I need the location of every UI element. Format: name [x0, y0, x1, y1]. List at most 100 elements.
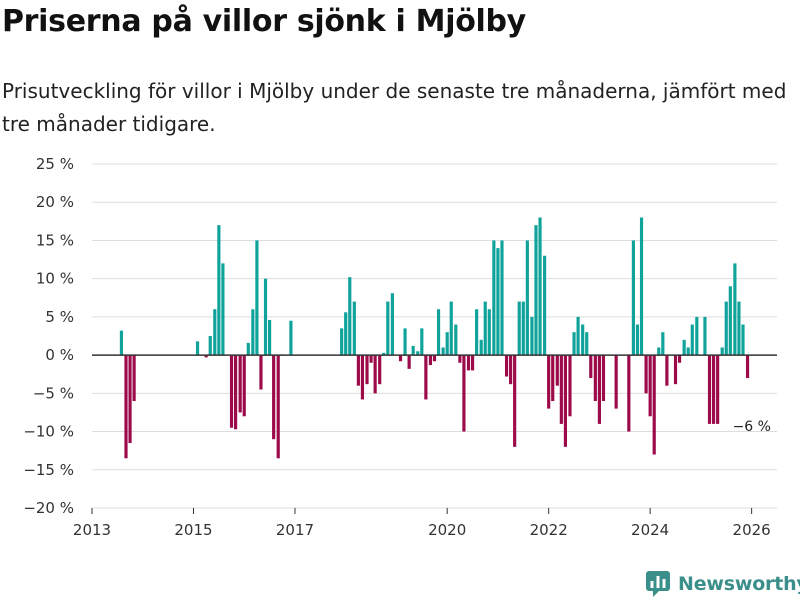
bar	[677, 355, 682, 363]
bar	[128, 355, 132, 444]
bar	[728, 286, 732, 356]
bar	[416, 351, 420, 356]
bar	[581, 324, 585, 356]
bar	[551, 355, 555, 401]
y-tick-label: −15 %	[23, 461, 74, 479]
bar	[492, 240, 496, 356]
bar	[593, 355, 597, 401]
bar	[538, 217, 542, 356]
bar	[276, 355, 280, 459]
bar	[411, 345, 415, 356]
page-subtitle: Prisutveckling för villor i Mjölby under…	[2, 79, 787, 136]
y-tick-label: −5 %	[33, 384, 74, 402]
bars	[119, 217, 750, 459]
bar	[360, 355, 365, 400]
x-tick-label: 2020	[428, 521, 466, 539]
bar	[479, 339, 483, 356]
bar	[458, 355, 462, 363]
bar	[635, 324, 640, 356]
newsworthy-logo-icon	[646, 571, 670, 597]
bar	[525, 240, 529, 356]
bar	[563, 355, 567, 447]
x-tick-label: 2026	[733, 521, 771, 539]
bar	[543, 255, 547, 356]
bar	[340, 328, 344, 356]
bar	[733, 263, 737, 356]
bar	[268, 319, 272, 356]
x-tick-label: 2015	[174, 521, 212, 539]
bar	[487, 309, 491, 356]
bar	[614, 355, 618, 409]
bar	[263, 278, 268, 356]
bar	[475, 309, 479, 356]
bar	[737, 301, 741, 356]
y-tick-label: 0 %	[45, 346, 74, 364]
bar	[132, 355, 136, 401]
bar	[690, 324, 694, 356]
bar	[648, 355, 652, 417]
bar	[559, 355, 563, 424]
page-title: Priserna på villor sjönk i Mjölby	[2, 4, 526, 39]
bar	[246, 342, 250, 356]
bar	[496, 248, 500, 356]
bar	[420, 328, 424, 356]
bar	[716, 355, 720, 424]
bar	[720, 347, 724, 356]
bar	[365, 355, 369, 385]
bar	[530, 316, 534, 356]
bar	[462, 355, 466, 432]
bar	[517, 301, 521, 356]
bar	[665, 355, 669, 386]
bar	[449, 301, 453, 356]
bar	[204, 355, 208, 358]
bar	[682, 339, 686, 356]
bar	[500, 240, 504, 356]
bar	[686, 347, 690, 356]
bar	[272, 355, 276, 440]
bar	[454, 324, 458, 356]
bar	[229, 355, 234, 428]
bar	[213, 309, 217, 356]
bar	[657, 347, 661, 356]
bar	[382, 352, 386, 356]
last-value-label: −6 %	[733, 419, 771, 435]
bar	[259, 355, 263, 390]
bar	[119, 330, 124, 356]
bar	[576, 316, 580, 356]
bar	[344, 312, 348, 356]
bar	[356, 355, 360, 386]
y-tick-label: 25 %	[36, 155, 74, 173]
bar	[424, 355, 428, 400]
y-tick-label: −20 %	[23, 499, 74, 517]
bar	[652, 355, 656, 455]
bar	[255, 240, 259, 356]
bar	[568, 355, 572, 417]
bar	[436, 309, 441, 356]
bar	[555, 355, 559, 386]
bar	[639, 217, 644, 356]
bar	[707, 355, 712, 424]
bar	[441, 347, 445, 356]
bar	[724, 301, 728, 356]
bar	[466, 355, 471, 371]
bar	[398, 355, 403, 362]
brand-logo: Newsworthy	[645, 568, 800, 600]
bar	[369, 355, 373, 363]
bar	[386, 301, 390, 356]
bar	[483, 301, 487, 356]
x-tick-label: 2022	[530, 521, 568, 539]
bar	[208, 336, 212, 356]
brand-name: Newsworthy	[678, 573, 800, 595]
x-tick-label: 2013	[73, 521, 111, 539]
bar	[741, 324, 745, 356]
x-tick-label: 2024	[631, 521, 669, 539]
bar	[432, 355, 437, 362]
bar	[695, 316, 699, 356]
bar	[504, 355, 509, 377]
grid-lines	[92, 163, 777, 509]
bar	[597, 355, 601, 424]
bar	[348, 277, 352, 356]
bar	[403, 328, 407, 356]
y-tick-label: 5 %	[45, 308, 74, 326]
